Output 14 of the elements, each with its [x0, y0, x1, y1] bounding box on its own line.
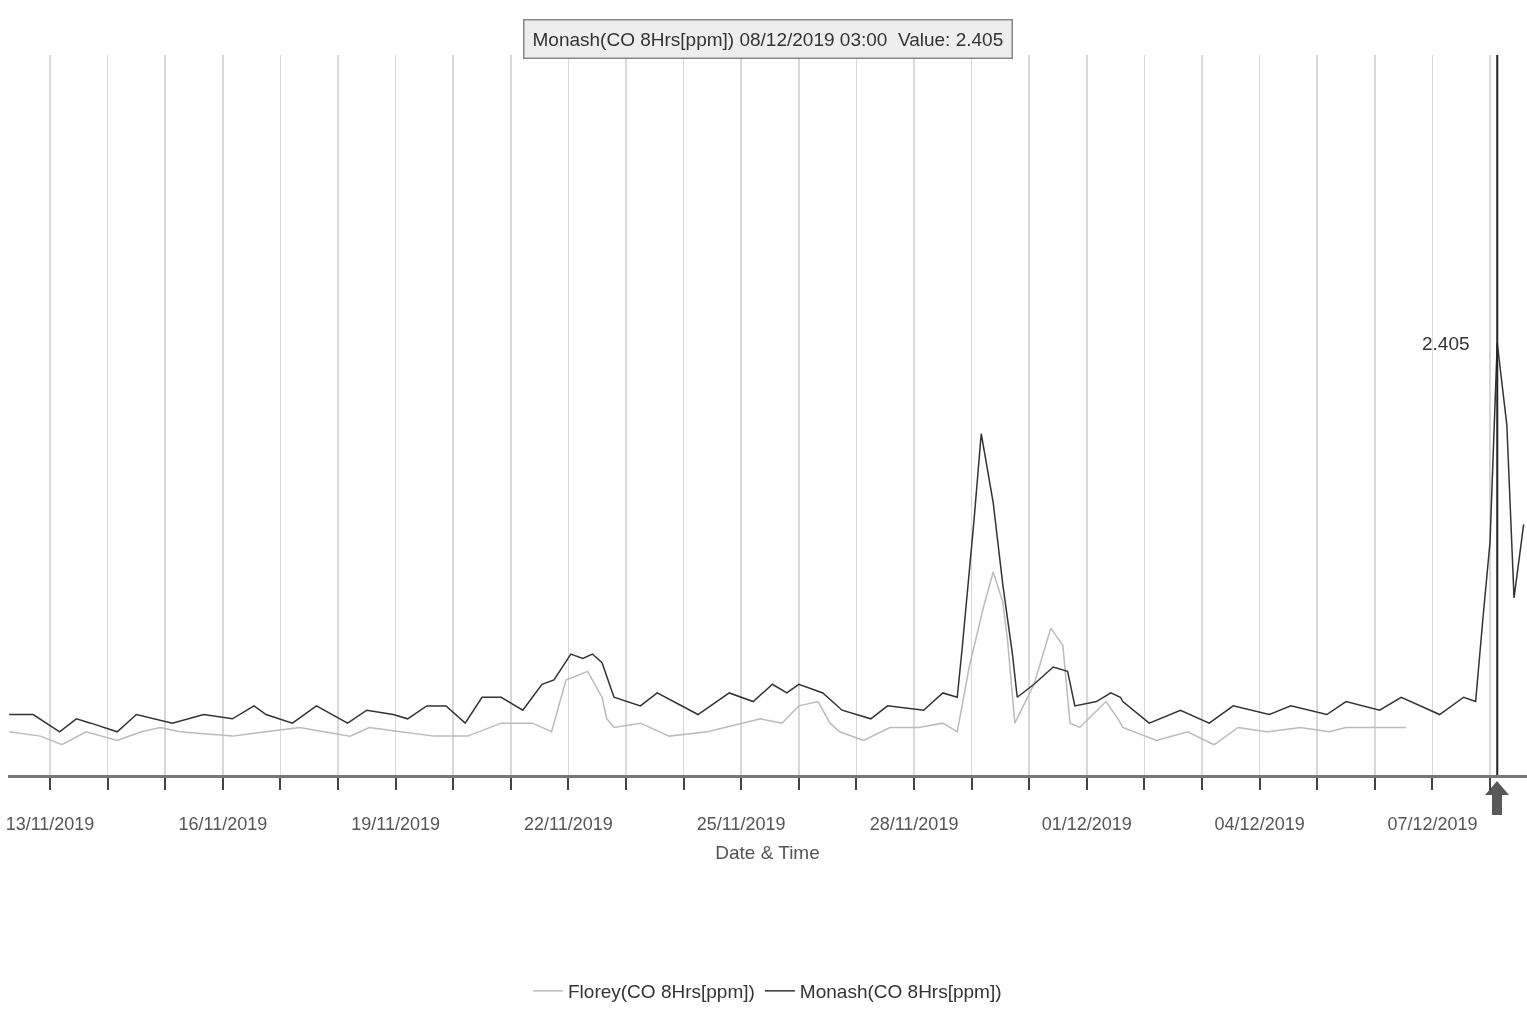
text: Monash(CO 8Hrs[ppm]) 08/12/2019 03:00 Value: 2.405: [532, 28, 1004, 50]
x-tick-label: 04/12/2019: [1214, 813, 1305, 834]
legend-label: Monash(CO 8Hrs[ppm]): [799, 981, 1002, 1003]
x-axis-title: Date & Time: [715, 842, 820, 864]
x-tick-label: 13/11/2019: [5, 813, 95, 834]
annotation: 2.405: [1422, 333, 1470, 354]
x-tick-label: 07/12/2019: [1387, 813, 1478, 834]
x-tick-label: 16/11/2019: [178, 813, 268, 834]
x-tick-label: 28/11/2019: [869, 813, 959, 834]
x-tick-label: 25/11/2019: [696, 813, 786, 834]
x-tick-label: 22/11/2019: [524, 813, 613, 834]
x-tick-label: 19/11/2019: [351, 813, 440, 834]
x-tick-label: 01/12/2019: [1041, 813, 1132, 834]
legend-label: Florey(CO 8Hrs[ppm]): [568, 981, 755, 1003]
